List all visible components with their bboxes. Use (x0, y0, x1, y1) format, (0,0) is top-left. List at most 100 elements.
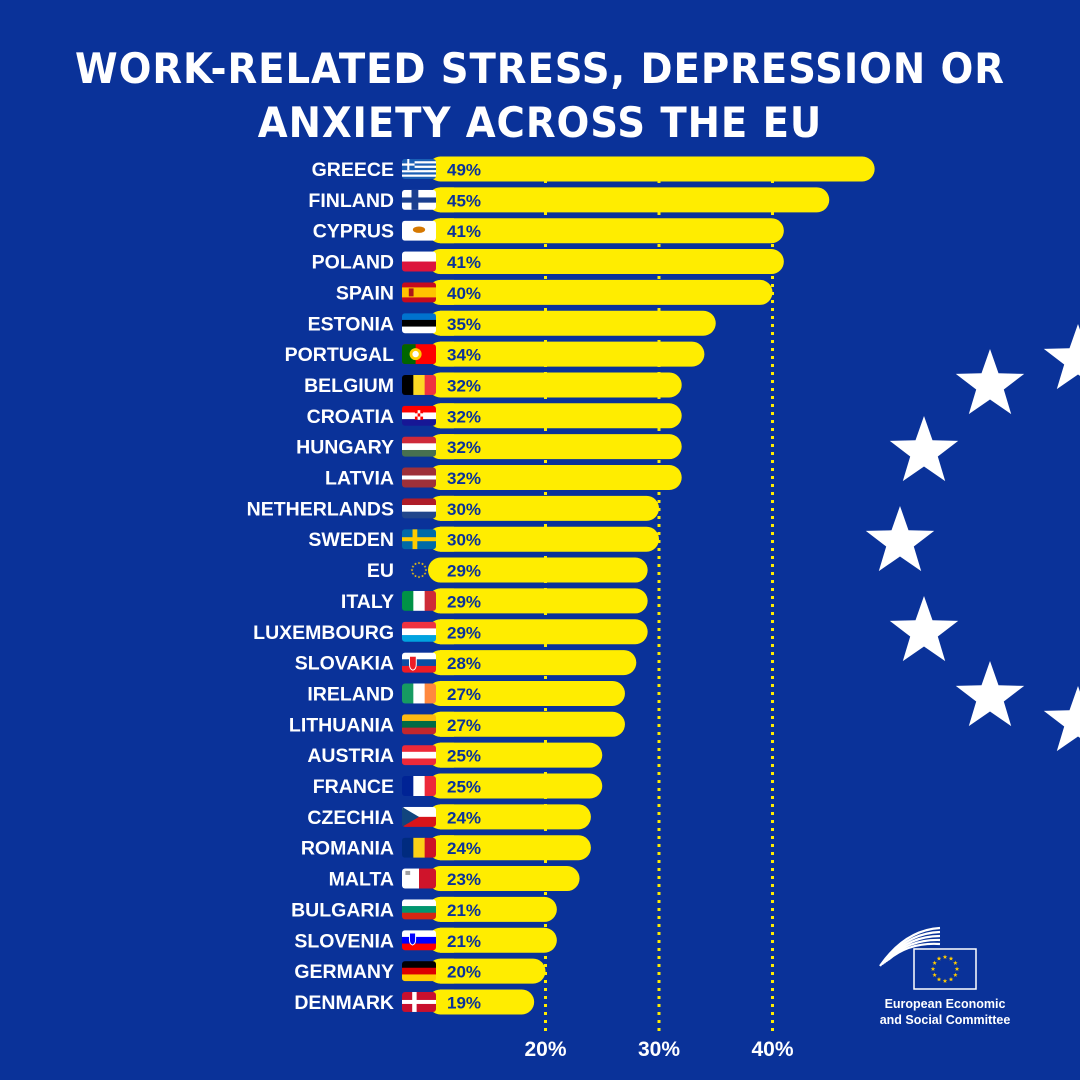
bar (428, 588, 648, 614)
bar (428, 557, 648, 583)
bar-left-edge (440, 279, 454, 305)
bar (428, 495, 659, 521)
decorative-star-icon (1043, 324, 1080, 390)
bar-value-label: 32% (447, 469, 481, 488)
organization-name-line-1: European Economic (884, 997, 1006, 1011)
bar (428, 526, 659, 552)
bar-left-edge (440, 187, 454, 213)
bar-row: 28% SLOVAKIA (295, 650, 637, 676)
category-label: GERMANY (294, 961, 394, 983)
category-label: DENMARK (294, 992, 394, 1014)
bar-left-edge (440, 619, 454, 645)
poland-flag-icon (402, 251, 436, 272)
bar-left-edge (440, 742, 454, 768)
category-label: CZECHIA (307, 807, 394, 829)
czechia-flag-icon (402, 806, 436, 827)
bar-value-label: 35% (447, 315, 481, 334)
bar-value-label: 32% (447, 376, 481, 395)
latvia-flag-icon (402, 467, 436, 488)
category-label: MALTA (329, 869, 394, 891)
bar-left-edge (440, 835, 454, 861)
bar-row: 30% NETHERLANDS (247, 495, 659, 521)
bar-value-label: 41% (447, 253, 481, 272)
bar-row: 34% PORTUGAL (285, 341, 705, 367)
bar-row: 24% CZECHIA (307, 804, 591, 830)
x-tick-label: 40% (751, 1038, 793, 1061)
spain-flag-icon (402, 282, 436, 303)
x-tick-label: 20% (524, 1038, 566, 1061)
bar (428, 742, 603, 768)
denmark-flag-icon (402, 991, 436, 1012)
decorative-star-icon (955, 661, 1025, 727)
bar (428, 989, 535, 1015)
bar-value-label: 34% (447, 346, 481, 365)
bar-left-edge (440, 588, 454, 614)
bar-value-label: 29% (447, 623, 481, 642)
bar-row: 29% ITALY (341, 588, 648, 614)
bar-left-edge (440, 866, 454, 892)
decorative-star-icon (889, 416, 959, 482)
decorative-star-icon (889, 596, 959, 662)
bar-value-label: 41% (447, 222, 481, 241)
bar-left-edge (440, 341, 454, 367)
bar (428, 279, 773, 305)
bar (428, 896, 557, 922)
category-label: PORTUGAL (285, 344, 395, 366)
sweden-flag-icon (402, 529, 436, 550)
organization-name: European Economic and Social Committee (860, 996, 1030, 1028)
bar (428, 249, 784, 275)
bar-row: 41% CYPRUS (313, 218, 784, 244)
category-label: NETHERLANDS (247, 498, 394, 520)
bar-value-label: 20% (447, 963, 481, 982)
bar-value-label: 24% (447, 808, 481, 827)
chart-title-line-2: ANXIETY ACROSS THE EU (257, 98, 823, 147)
bar-left-edge (440, 156, 454, 182)
bar-row: 41% POLAND (312, 249, 784, 275)
italy-flag-icon (402, 590, 436, 611)
bar-left-edge (440, 526, 454, 552)
bar-value-label: 25% (447, 747, 481, 766)
greece-flag-icon (402, 159, 436, 179)
bar-row: 49% GREECE (312, 156, 875, 182)
bar-row: 24% ROMANIA (301, 835, 591, 861)
bar-row: 29% LUXEMBOURG (253, 619, 648, 645)
bar-left-edge (440, 989, 454, 1015)
bar-value-label: 30% (447, 500, 481, 519)
bar-row: 32% CROATIA (307, 403, 682, 429)
bar-row: 21% BULGARIA (291, 896, 557, 922)
croatia-flag-icon (402, 405, 436, 426)
category-label: ROMANIA (301, 838, 394, 860)
category-label: GREECE (312, 159, 394, 181)
category-label: HUNGARY (296, 437, 394, 459)
bar (428, 187, 830, 213)
category-label: SWEDEN (308, 529, 394, 551)
estonia-flag-icon (402, 313, 436, 334)
bar-value-label: 19% (447, 993, 481, 1012)
bar-row: 35% ESTONIA (308, 310, 716, 336)
bar-left-edge (440, 495, 454, 521)
category-label: CYPRUS (313, 221, 394, 243)
bar-left-edge (440, 249, 454, 275)
bar-left-edge (440, 804, 454, 830)
ireland-flag-icon (402, 683, 436, 704)
bar-value-label: 29% (447, 562, 481, 581)
bar (428, 434, 682, 460)
category-label: LATVIA (325, 468, 394, 490)
category-label: FRANCE (313, 776, 394, 798)
romania-flag-icon (402, 837, 436, 858)
slovenia-flag-icon (402, 930, 436, 951)
bar-left-edge (440, 896, 454, 922)
x-tick-label: 30% (638, 1038, 680, 1061)
bar-left-edge (440, 650, 454, 676)
bar-value-label: 25% (447, 778, 481, 797)
bar-value-label: 29% (447, 592, 481, 611)
bar-row: 27% IRELAND (307, 680, 625, 706)
bar-value-label: 32% (447, 438, 481, 457)
bar-value-label: 32% (447, 407, 481, 426)
malta-flag-icon (402, 868, 436, 889)
bar-left-edge (440, 465, 454, 490)
category-label: ESTONIA (308, 313, 394, 335)
bar (428, 465, 682, 490)
bar-left-edge (440, 680, 454, 706)
